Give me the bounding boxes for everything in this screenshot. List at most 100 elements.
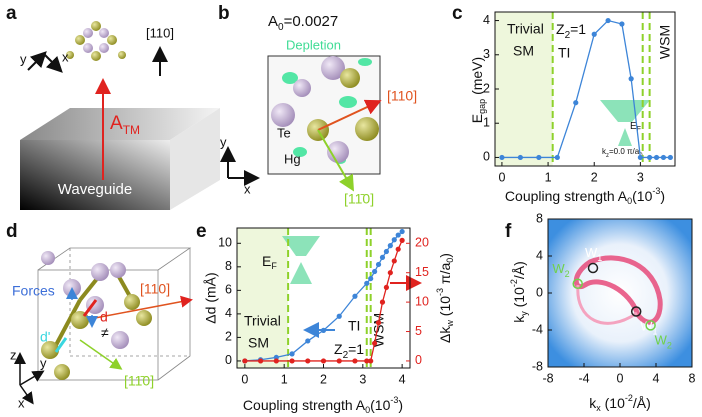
- x-tick-label: 0: [241, 372, 248, 386]
- x-tick-label: 4: [399, 372, 406, 386]
- y-axis-label: Δd (mÅ): [203, 272, 219, 323]
- coupling-value: =0.0027: [284, 13, 339, 30]
- neq: ≠: [101, 325, 109, 341]
- xl: k: [589, 395, 597, 411]
- xl: (10: [601, 395, 625, 411]
- y2-tick-label: 15: [415, 265, 429, 279]
- yl: /Å): [511, 261, 527, 279]
- field-label-sub: TM: [123, 123, 140, 137]
- y-tick-label: 2: [483, 81, 490, 95]
- region-label: SM: [513, 43, 534, 59]
- panel-label: d: [6, 221, 18, 242]
- bond-d: [82, 299, 98, 317]
- point: [242, 358, 248, 364]
- point: [372, 340, 378, 346]
- x-tick-label: 0: [617, 371, 624, 385]
- y-tick-label: 10: [218, 236, 232, 250]
- weyl-label-sub: 2: [667, 341, 672, 351]
- point: [368, 275, 374, 282]
- x-tick-label: -4: [578, 371, 589, 385]
- point: [375, 320, 382, 326]
- ef-sub: F: [637, 126, 641, 133]
- x-axis-label: kx (10-2/Å): [589, 393, 651, 413]
- point: [667, 154, 673, 161]
- yl-sup: -2: [509, 279, 519, 287]
- region-label: TI: [558, 45, 570, 61]
- point: [395, 232, 401, 238]
- point: [517, 154, 523, 161]
- axis-arrow: [43, 53, 63, 73]
- x-tick-label: 1: [545, 170, 552, 184]
- region-eq: =1: [570, 21, 586, 37]
- plot: [237, 228, 289, 368]
- xl-sub: x: [596, 403, 601, 413]
- y2-tick-label: 5: [415, 324, 422, 338]
- point: [273, 358, 279, 364]
- y-tick-label: 0: [536, 285, 543, 299]
- direction: [110]: [146, 25, 174, 40]
- y2-axis-label: Δkw (10-3 π/a0): [435, 253, 455, 343]
- device-label: Waveguide: [58, 181, 133, 198]
- panel-label: f: [505, 221, 512, 242]
- coupling-main: A: [268, 13, 278, 30]
- point: [379, 254, 386, 261]
- x-tick-label: -8: [542, 371, 553, 385]
- point: [257, 358, 264, 364]
- waveguide-front: [20, 140, 170, 210]
- x-tick-label: 3: [359, 372, 366, 386]
- panel-c-text: Trivial SM Z2=1 TI WSM EF kz=0.0 π/a0 Eg…: [469, 21, 673, 207]
- panel-b: A0=0.0027 Depletion [110] Te Hg [11̄0] y…: [220, 13, 417, 207]
- y-tick-label: 1: [483, 116, 490, 130]
- point: [383, 248, 390, 255]
- point: [364, 358, 370, 364]
- region-eq: =1: [348, 341, 364, 357]
- bond-label: d: [100, 309, 108, 325]
- point: [305, 338, 311, 344]
- ring: [576, 284, 638, 325]
- point: [619, 21, 625, 27]
- coupling: A0=0.0027: [268, 13, 338, 33]
- direction-arrow: [317, 129, 355, 192]
- ef-sub: F: [271, 261, 277, 271]
- panel-label: c: [452, 3, 463, 24]
- coupling-sub: 0: [278, 22, 284, 33]
- region-sub: 2: [343, 350, 349, 361]
- point: [289, 358, 295, 364]
- plot: [495, 12, 553, 166]
- yl: E: [469, 114, 485, 123]
- xl: (10: [370, 397, 390, 413]
- direction-label: [110]: [140, 281, 170, 297]
- direction-label: [11̄0]: [344, 191, 374, 207]
- y2l-sub: w: [445, 320, 455, 328]
- xl: ): [398, 397, 403, 413]
- y2l: (10: [437, 296, 453, 320]
- point: [399, 237, 405, 243]
- panel-label: e: [196, 221, 207, 242]
- point: [336, 358, 342, 364]
- weyl-point: [572, 278, 583, 289]
- axis-name: x: [18, 395, 25, 410]
- y-tick-label: 3: [483, 47, 490, 61]
- weyl-label-sub: 1: [597, 253, 602, 263]
- xl-sub: 0: [627, 196, 632, 206]
- y2l-sub: 0: [445, 258, 455, 263]
- x-tick-label: 3: [637, 170, 644, 184]
- region-shade: [237, 228, 289, 368]
- y-tick-label: 4: [225, 306, 232, 320]
- inset-band: [600, 100, 650, 122]
- xl: Coupling strength A: [243, 397, 366, 413]
- forces-label: Forces: [12, 283, 55, 299]
- point: [628, 76, 634, 82]
- inset-band: [282, 236, 320, 256]
- region-label: Trivial: [244, 313, 281, 329]
- y2-tick-label: 0: [415, 353, 422, 367]
- kz-main: k: [602, 147, 607, 156]
- y-tick-label: -4: [532, 322, 543, 336]
- axis-name: y: [40, 355, 47, 370]
- y-tick-label: 0: [483, 150, 490, 164]
- region-label: WSM: [371, 313, 387, 347]
- y2l-sup: -3: [435, 288, 445, 296]
- axis-name: x: [244, 181, 251, 196]
- y-axis-label: Egap (meV): [469, 57, 488, 123]
- bond-dprime: [54, 337, 68, 353]
